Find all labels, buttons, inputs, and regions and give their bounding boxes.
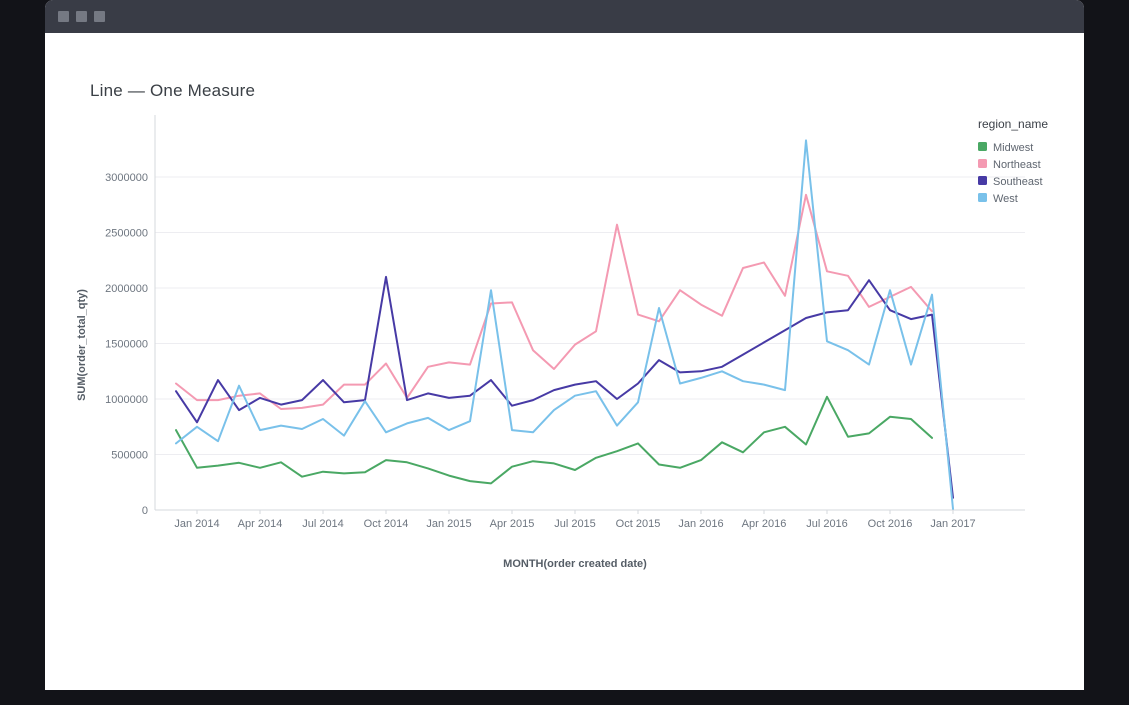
legend-item-label: Northeast: [993, 159, 1041, 171]
legend-swatch-icon: [978, 176, 987, 185]
x-tick-label: Oct 2014: [364, 518, 409, 530]
window-controls: [58, 11, 105, 22]
x-tick-label: Jul 2014: [302, 518, 344, 530]
legend-item-northeast[interactable]: Northeast: [978, 159, 1041, 171]
screenshot-stage: Line — One Measure 050000010000001500000…: [0, 0, 1129, 705]
x-tick-label: Apr 2015: [490, 518, 535, 530]
tick-labels: 0 500000 1000000 1500000 2000000 2500000 30000…: [105, 172, 975, 530]
x-tick-label: Jul 2016: [806, 518, 848, 530]
x-tick-label: Apr 2014: [238, 518, 283, 530]
y-tick-label: 2500000: [105, 228, 148, 240]
legend-item-label: West: [993, 193, 1018, 205]
window-content: Line — One Measure 050000010000001500000…: [45, 33, 1084, 690]
y-tick-label: 500000: [111, 450, 148, 462]
x-tick-label: Oct 2016: [868, 518, 913, 530]
chart-preview-window: Line — One Measure 050000010000001500000…: [45, 0, 1084, 690]
legend-swatch-icon: [978, 142, 987, 151]
y-tick-label: 2000000: [105, 283, 148, 295]
window-button-icon[interactable]: [94, 11, 105, 22]
y-tick-label: 1000000: [105, 394, 148, 406]
x-tick-label: Jul 2015: [554, 518, 596, 530]
x-tick-label: Apr 2016: [742, 518, 787, 530]
y-tick-label: 1500000: [105, 339, 148, 351]
legend-item-label: Southeast: [993, 176, 1043, 188]
x-tick-label: Oct 2015: [616, 518, 661, 530]
x-tick-label: Jan 2016: [678, 518, 723, 530]
legend-title: region_name: [978, 117, 1048, 131]
line-chart: 0 500000 1000000 1500000 2000000 2500000 30000…: [45, 33, 1084, 690]
x-tick-label: Jan 2015: [426, 518, 471, 530]
legend: Midwest Northeast Southeast West: [978, 142, 1043, 205]
series-line-west[interactable]: [176, 140, 953, 509]
y-tick-label: 0: [142, 505, 148, 517]
gridlines: [155, 177, 1025, 455]
window-button-icon[interactable]: [76, 11, 87, 22]
legend-item-southeast[interactable]: Southeast: [978, 176, 1043, 188]
legend-item-west[interactable]: West: [978, 193, 1018, 205]
window-button-icon[interactable]: [58, 11, 69, 22]
y-axis-title: SUM(order_total_qty): [76, 289, 88, 401]
legend-swatch-icon: [978, 193, 987, 202]
x-tick-label: Jan 2017: [930, 518, 975, 530]
legend-item-midwest[interactable]: Midwest: [978, 142, 1033, 154]
legend-item-label: Midwest: [993, 142, 1033, 154]
series-line-southeast[interactable]: [176, 277, 953, 498]
series-lines: [176, 140, 953, 509]
series-line-northeast[interactable]: [176, 195, 932, 409]
window-title-bar: [45, 0, 1084, 33]
x-tick-label: Jan 2014: [174, 518, 219, 530]
x-axis-title: MONTH(order created date): [503, 558, 647, 570]
y-tick-label: 3000000: [105, 172, 148, 184]
legend-swatch-icon: [978, 159, 987, 168]
